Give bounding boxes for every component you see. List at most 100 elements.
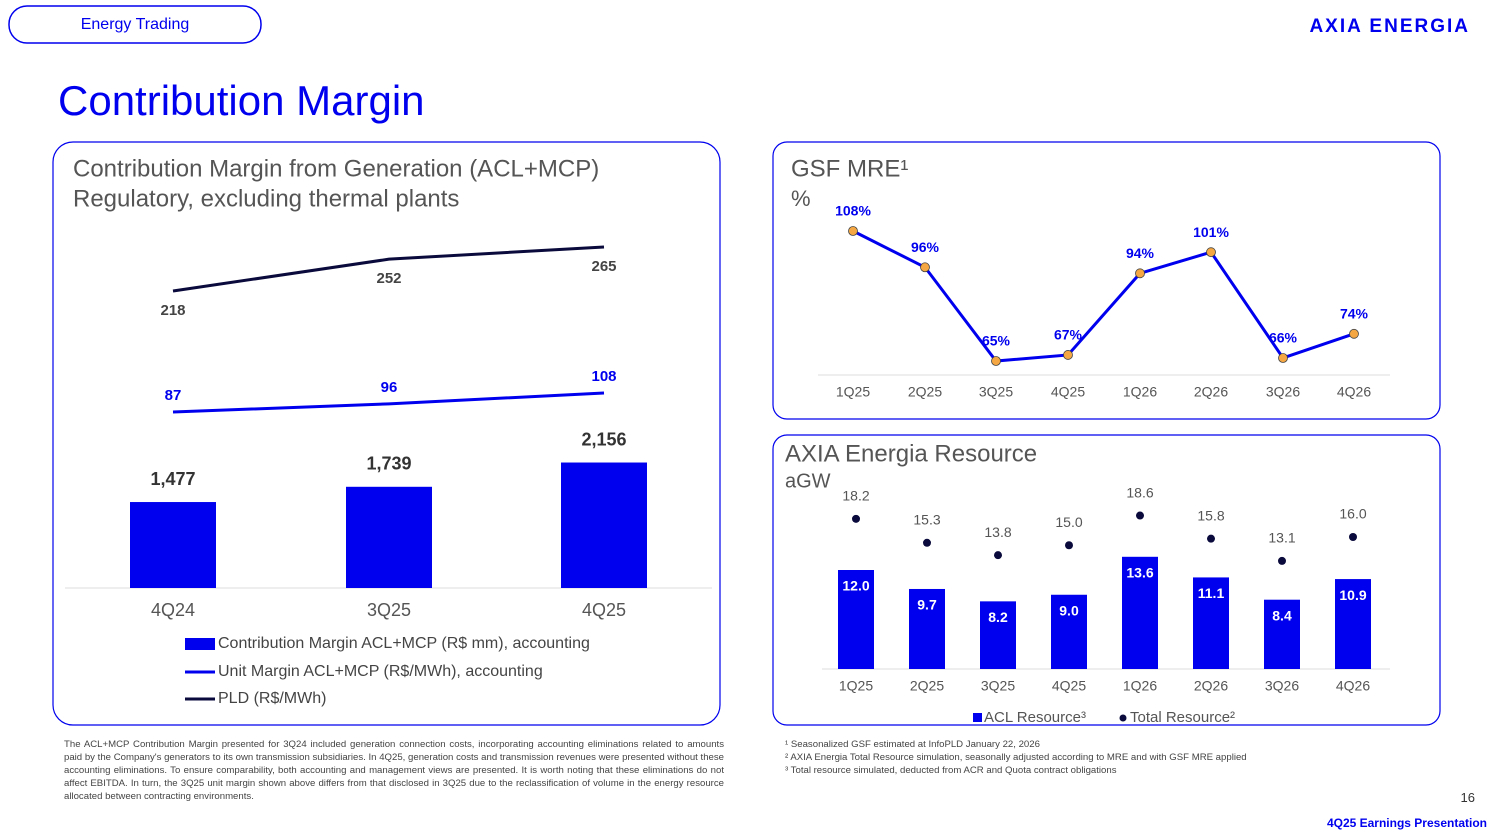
- x-tick-label: 3Q26: [1265, 678, 1299, 694]
- data-label: 65%: [982, 333, 1011, 349]
- line: [172, 245, 605, 293]
- data-label: 218: [160, 302, 185, 319]
- data-label: 18.2: [842, 488, 869, 504]
- data-label: 13.8: [984, 524, 1011, 540]
- chart-subtitle: Regulatory, excluding thermal plants: [73, 185, 459, 212]
- x-tick-label: 3Q25: [981, 678, 1015, 694]
- data-label: 108%: [835, 203, 871, 219]
- data-label: 10.9: [1339, 587, 1366, 603]
- marker: [1349, 328, 1359, 339]
- legend-label: PLD (R$/MWh): [218, 690, 326, 707]
- data-label: 252: [376, 270, 401, 287]
- chart-subtitle: %: [791, 186, 811, 211]
- bar: [346, 486, 432, 588]
- data-label: 18.6: [1126, 484, 1153, 500]
- line: [852, 229, 1355, 363]
- data-label: 96%: [911, 239, 940, 255]
- data-label: 94%: [1126, 245, 1155, 261]
- x-tick-label: 2Q26: [1194, 678, 1228, 694]
- x-tick-label: 4Q24: [151, 600, 195, 620]
- marker: [920, 262, 930, 273]
- data-label: 265: [591, 258, 616, 275]
- footnote: ³ Total resource simulated, deducted fro…: [785, 765, 1117, 776]
- chart-title: Contribution Margin from Generation (ACL…: [73, 155, 599, 182]
- bar: [1051, 594, 1087, 669]
- legend-label: Unit Margin ACL+MCP (R$/MWh), accounting: [218, 663, 543, 680]
- x-tick-label: 4Q25: [1052, 678, 1086, 694]
- data-label: 13.1: [1268, 530, 1295, 546]
- marker: [991, 356, 1001, 366]
- marker: [1135, 268, 1145, 279]
- bar: [980, 601, 1016, 669]
- dot: [852, 514, 860, 523]
- data-label: 96: [381, 379, 398, 396]
- footnote: ² AXIA Energia Total Resource simulation…: [785, 752, 1247, 763]
- data-label: 67%: [1054, 327, 1083, 343]
- bar: [1335, 579, 1371, 669]
- data-label: 108: [591, 368, 616, 385]
- x-tick-label: 1Q26: [1123, 384, 1157, 400]
- x-tick-label: 4Q26: [1337, 384, 1371, 400]
- data-label: 12.0: [842, 578, 869, 594]
- bar: [1264, 599, 1300, 669]
- legend-label: ACL Resource³: [984, 709, 1086, 726]
- page-number: 16: [1460, 790, 1475, 805]
- chart-subtitle: aGW: [785, 470, 831, 492]
- marker: [1063, 350, 1073, 360]
- data-label: 74%: [1340, 305, 1369, 321]
- legend-swatch: [973, 713, 982, 722]
- data-label: 8.2: [988, 609, 1008, 625]
- section-tag: Energy Trading: [81, 16, 190, 33]
- footnote: The ACL+MCP Contribution Margin presente…: [64, 739, 724, 802]
- data-label: 66%: [1269, 330, 1298, 346]
- x-tick-label: 3Q26: [1266, 384, 1300, 400]
- marker: [848, 226, 858, 236]
- marker: [1278, 353, 1288, 363]
- legend-label: Total Resource²: [1130, 709, 1235, 726]
- data-label: 1,739: [366, 454, 411, 474]
- x-tick-label: 2Q25: [908, 384, 942, 400]
- dot: [1349, 533, 1357, 541]
- data-label: 2,156: [581, 429, 626, 449]
- x-tick-label: 1Q25: [836, 384, 870, 400]
- legend-label: Contribution Margin ACL+MCP (R$ mm), acc…: [218, 635, 590, 652]
- dot: [1136, 511, 1144, 520]
- panel: [772, 141, 1441, 420]
- data-label: 11.1: [1198, 585, 1225, 601]
- footer-label: 4Q25 Earnings Presentation: [1326, 816, 1487, 830]
- data-label: 15.0: [1055, 514, 1082, 530]
- bar: [838, 570, 874, 669]
- x-tick-label: 4Q25: [582, 600, 626, 620]
- panel: [772, 434, 1441, 726]
- page-title: Contribution Margin: [58, 77, 425, 124]
- bar: [909, 588, 945, 669]
- x-tick-label: 4Q25: [1051, 384, 1085, 400]
- data-label: 101%: [1193, 224, 1229, 240]
- dot: [1278, 556, 1286, 565]
- line: [172, 391, 605, 414]
- data-label: 8.4: [1272, 607, 1292, 623]
- bar: [1122, 556, 1158, 669]
- x-tick-label: 3Q25: [979, 384, 1013, 400]
- x-tick-label: 3Q25: [367, 600, 411, 620]
- bar: [561, 462, 647, 588]
- dot: [994, 551, 1002, 560]
- x-tick-label: 1Q26: [1123, 678, 1157, 694]
- bar: [130, 502, 216, 588]
- dot: [1065, 541, 1073, 550]
- panel: [52, 141, 721, 726]
- x-tick-label: 2Q25: [910, 678, 944, 694]
- chart-title: GSF MRE¹: [791, 155, 908, 182]
- legend-swatch: [1119, 714, 1127, 722]
- x-tick-label: 4Q26: [1336, 678, 1370, 694]
- data-label: 1,477: [150, 469, 195, 489]
- footnote: ¹ Seasonalized GSF estimated at InfoPLD …: [785, 739, 1040, 750]
- legend-swatch: [185, 638, 215, 650]
- data-label: 87: [165, 387, 182, 404]
- data-label: 16.0: [1339, 506, 1366, 522]
- data-label: 13.6: [1126, 565, 1153, 581]
- data-label: 9.0: [1059, 602, 1079, 618]
- logo: AXIA ENERGIA: [1309, 16, 1470, 37]
- data-label: 15.3: [913, 511, 940, 527]
